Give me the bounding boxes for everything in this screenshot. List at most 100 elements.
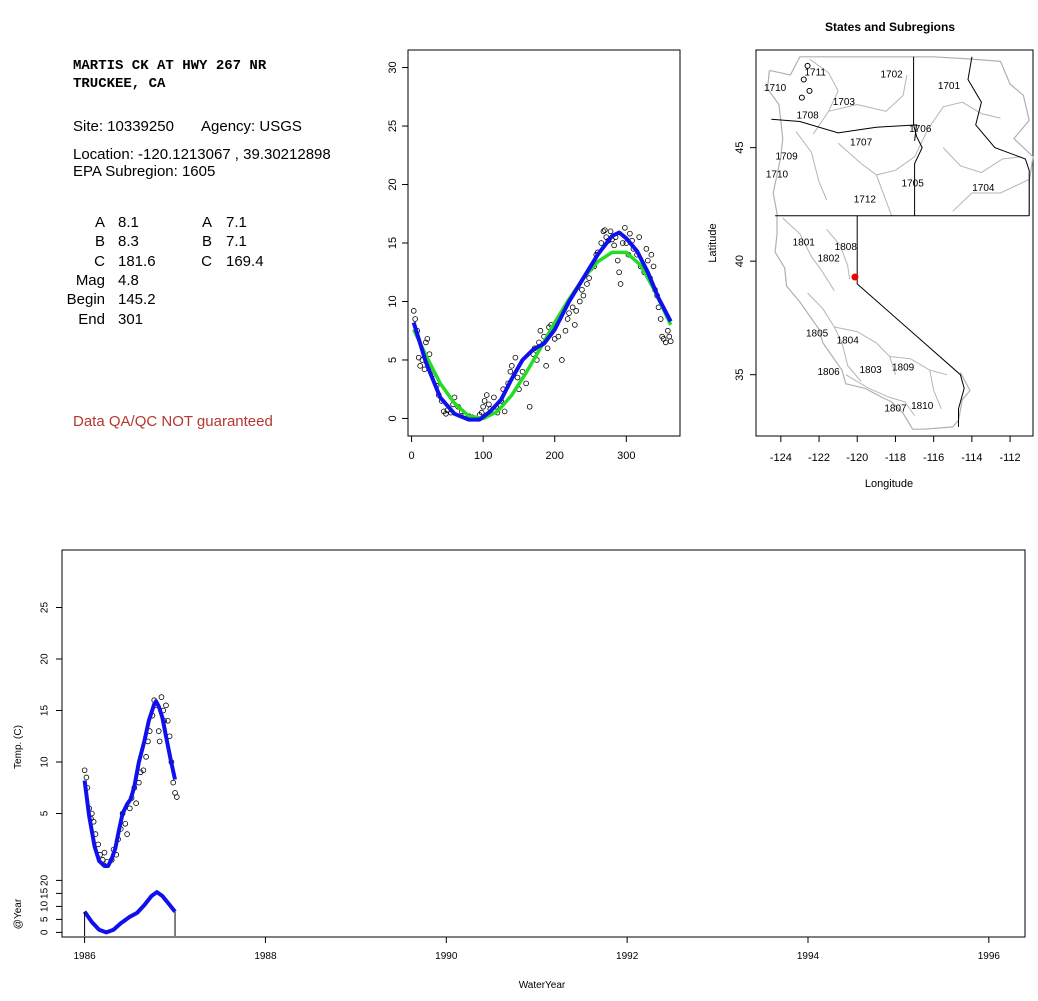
data-point	[644, 257, 651, 264]
param-right-label: C	[201, 252, 212, 270]
ts-data-point	[122, 820, 129, 827]
y-tick-label: 20	[387, 178, 399, 190]
data-point	[602, 227, 608, 233]
ts-upper-y-tick-label: 10	[40, 756, 51, 768]
ts-data-point	[164, 717, 171, 724]
station-info-panel: MARTIS CK AT HWY 267 NR TRUCKEE, CA Site…	[0, 0, 380, 460]
y-tick-label: 25	[387, 120, 399, 132]
ts-lower-y-tick-label: 15	[40, 887, 51, 899]
param-left-value: 8.3	[118, 233, 139, 251]
ts-data-point	[127, 805, 133, 812]
data-point	[650, 263, 657, 270]
ts-data-point	[101, 849, 108, 856]
ts-data-point	[83, 774, 90, 781]
puget-sound-detail	[806, 87, 813, 94]
ts-data-point	[156, 738, 163, 745]
param-left-label: Mag	[75, 271, 105, 289]
map-x-label: Longitude	[865, 478, 913, 490]
ts-x-label: WaterYear	[519, 980, 566, 991]
ts-x-tick-label: 1990	[435, 951, 458, 962]
x-tick-label: 200	[546, 450, 564, 462]
map-x-tick-label: -116	[923, 452, 944, 464]
param-left-label: A	[94, 214, 105, 231]
data-point	[619, 240, 626, 246]
param-right-value: 7.1	[226, 214, 247, 231]
ts-x-tick-label: 1996	[978, 951, 1001, 962]
data-point	[643, 246, 650, 252]
subregion-label: 1707	[850, 138, 873, 149]
data-point	[544, 345, 551, 352]
ts-lower-y-label: @Year	[13, 898, 24, 929]
data-point	[580, 292, 587, 299]
data-point	[648, 251, 655, 258]
subregion-boundary	[942, 147, 1022, 174]
data-point	[579, 286, 585, 293]
data-point	[607, 228, 614, 235]
data-point	[507, 368, 514, 375]
data-point	[667, 338, 674, 345]
map-x-tick-label: -124	[770, 452, 792, 464]
data-point	[526, 403, 533, 410]
param-left-value: 8.1	[118, 214, 139, 231]
ts-x-tick-label: 1992	[616, 951, 639, 962]
param-right-value: 7.1	[226, 233, 247, 251]
param-left-label: End	[78, 310, 105, 328]
ts-upper-y-tick-label: 5	[40, 810, 51, 816]
agency: Agency: USGS	[201, 118, 302, 135]
site-id: Site: 10339250	[73, 118, 174, 135]
subregion-boundary	[807, 292, 862, 382]
ts-data-point	[133, 800, 139, 806]
ts-x-tick-label: 1988	[254, 951, 277, 962]
map-y-tick-label: 35	[734, 369, 746, 381]
param-left-value: 145.2	[118, 291, 156, 309]
ts-lower-y-tick-label: 20	[40, 874, 51, 886]
data-point	[412, 316, 418, 322]
y-tick-label: 30	[387, 61, 399, 73]
param-right-value: 169.4	[226, 252, 264, 270]
subregion-label: 1701	[938, 81, 961, 92]
ts-data-point	[158, 694, 165, 700]
ts-data-point	[143, 754, 149, 760]
param-left-label: B	[94, 233, 105, 251]
puget-sound-detail	[798, 94, 805, 101]
data-point	[523, 380, 529, 387]
data-point	[636, 234, 642, 240]
state-border	[856, 215, 965, 427]
param-right-label: B	[201, 233, 212, 251]
ts-lower-y-tick-label: 10	[40, 900, 51, 912]
data-point	[481, 398, 488, 404]
map-x-tick-label: -120	[846, 452, 868, 464]
data-point	[508, 363, 515, 369]
subregion-label: 1704	[972, 183, 995, 194]
data-point	[443, 410, 449, 417]
data-point	[665, 327, 671, 334]
subregion-boundary	[952, 178, 1030, 212]
subregion-boundary	[826, 229, 851, 280]
data-point	[566, 310, 572, 316]
subregion-boundary	[782, 217, 835, 291]
subregion-label: 1710	[766, 170, 789, 181]
ts-lower-y-tick-label: 5	[40, 916, 51, 922]
epa-subregion: EPA Subregion: 1605	[73, 163, 216, 180]
param-left-label: C	[94, 252, 105, 270]
ts-upper-y-tick-label: 15	[40, 705, 51, 717]
subregion-boundary	[828, 74, 908, 112]
data-point	[600, 228, 607, 235]
map-frame	[755, 49, 1034, 437]
subregion-label: 1710	[764, 83, 787, 94]
blue-fit-line	[411, 230, 673, 422]
data-point	[616, 269, 622, 276]
data-point	[598, 240, 605, 246]
coastline	[766, 70, 971, 430]
y-tick-label: 0	[387, 415, 399, 421]
ts-upper-y-tick-label: 25	[40, 602, 51, 614]
subregion-label: 1709	[775, 151, 798, 162]
ts-fit-line	[82, 699, 177, 868]
data-point	[480, 403, 486, 410]
subregion-boundary	[834, 326, 896, 375]
subregion-label: 1706	[909, 124, 932, 135]
ts-lower-y-tick-label: 0	[40, 929, 51, 935]
data-point	[564, 316, 571, 322]
